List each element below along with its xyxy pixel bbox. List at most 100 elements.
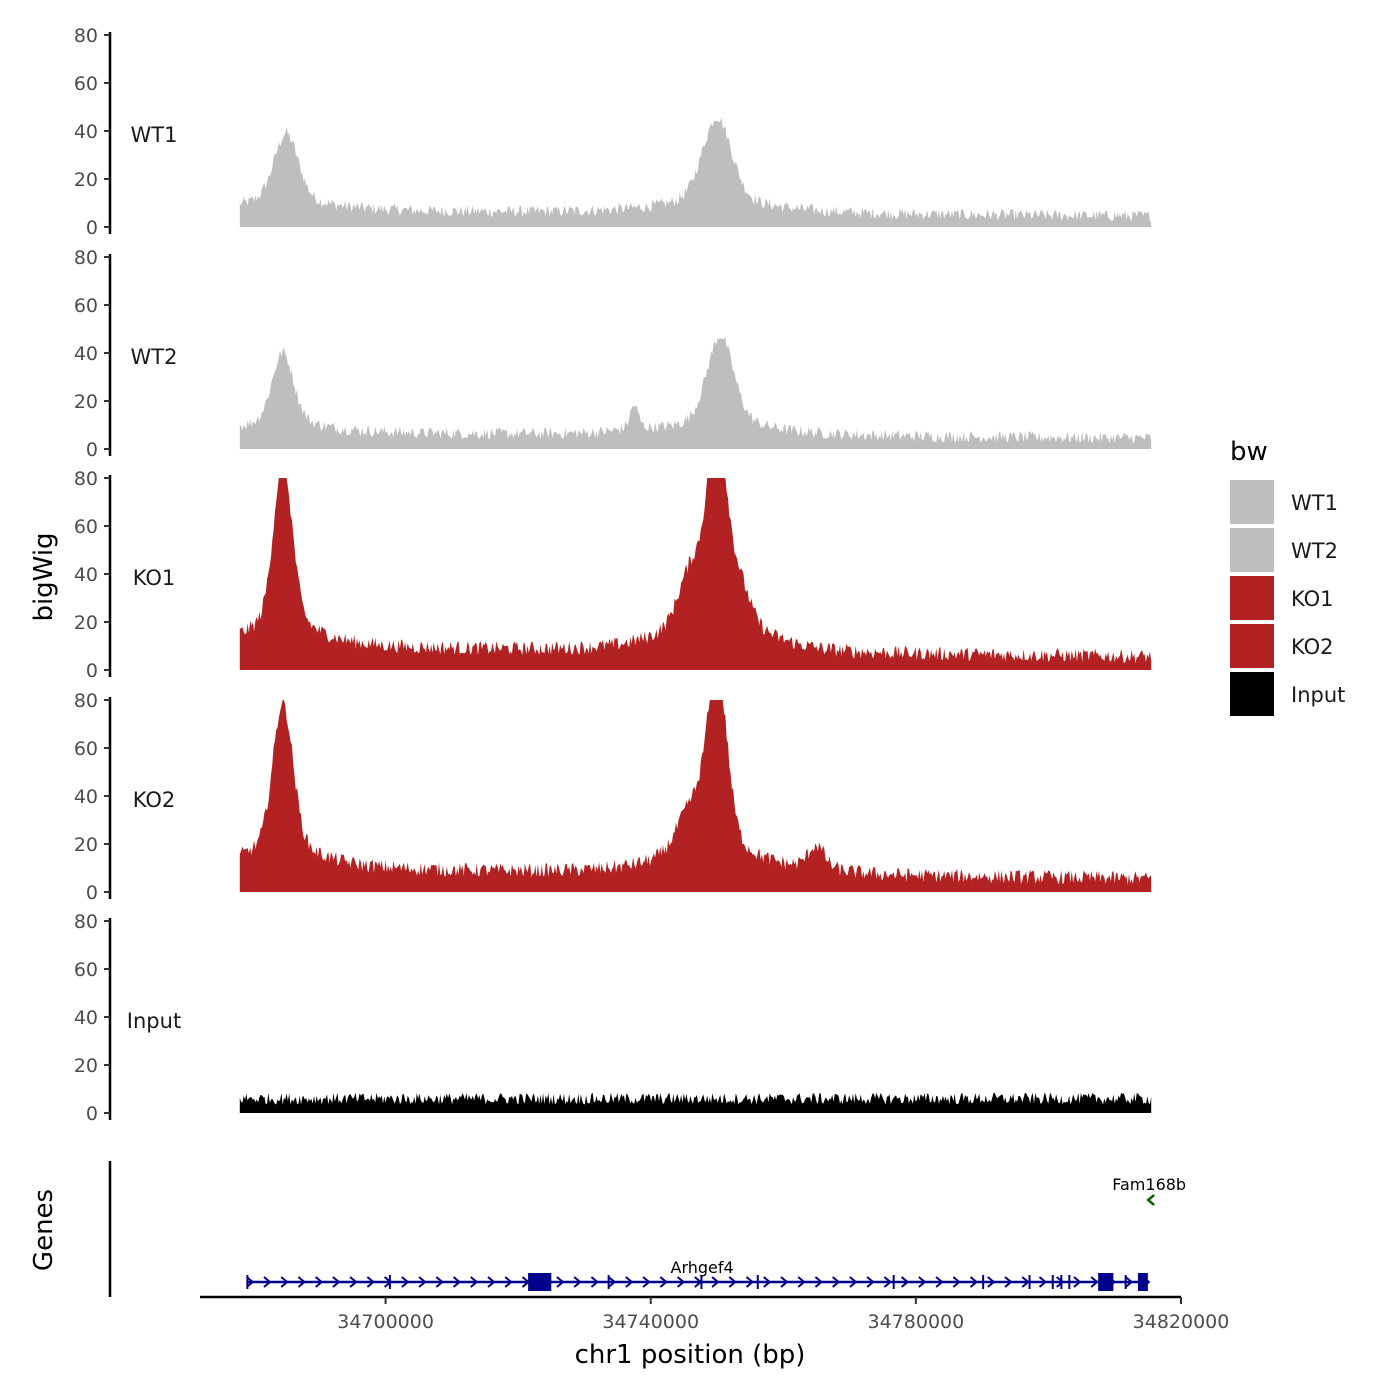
exon [756, 1275, 759, 1289]
y-tick-label: 60 [74, 295, 98, 317]
strand-arrow [349, 1276, 358, 1288]
coverage-area-wt1 [239, 117, 1152, 227]
panel-ko2: 0 20 40 60 80 KO2 [74, 690, 1152, 904]
x-tick-label: 34780000 [868, 1311, 965, 1333]
strand-arrow [1146, 1194, 1155, 1206]
legend-label: WT1 [1291, 491, 1338, 515]
exon [982, 1275, 985, 1289]
strand-arrow [1124, 1276, 1134, 1288]
exon [388, 1275, 391, 1289]
strand-arrow [487, 1276, 496, 1288]
strand-arrow [1021, 1276, 1030, 1288]
strand-arrow [1073, 1276, 1082, 1288]
strand-arrow [659, 1276, 668, 1288]
y-tick-label: 20 [74, 169, 98, 191]
bigwig-panels: 0 20 40 60 80 WT1 0 20 40 60 80 WT2 0 20 40 60 80 KO1 0 20 4… [74, 25, 1152, 1125]
panel-label-wt1: WT1 [131, 123, 178, 147]
strand-arrow [952, 1276, 961, 1288]
y-tick-label: 40 [74, 786, 98, 808]
x-axis-title: chr1 position (bp) [575, 1340, 806, 1370]
panel-label-ko2: KO2 [133, 788, 176, 812]
strand-arrow [366, 1276, 375, 1288]
strand-arrow [763, 1276, 772, 1288]
legend-label: Input [1291, 683, 1345, 707]
legend-item-wt1: WT1 [1230, 480, 1338, 524]
strand-arrow [728, 1276, 737, 1288]
y-tick-label: 60 [74, 516, 98, 538]
panel-label-input: Input [127, 1009, 181, 1033]
strand-arrow [849, 1276, 858, 1288]
coverage-area-ko1 [239, 478, 1152, 670]
y-tick-label: 20 [74, 391, 98, 413]
strand-arrow [866, 1276, 875, 1288]
legend-swatch [1230, 672, 1274, 716]
exon [1051, 1275, 1054, 1289]
gene-label-arhgef4: Arhgef4 [671, 1258, 734, 1277]
x-tick-label: 34700000 [337, 1311, 434, 1333]
exon [1124, 1275, 1127, 1289]
gene-arhgef4: Arhgef4 [246, 1258, 1151, 1291]
strand-arrow [625, 1276, 634, 1288]
exon [1060, 1275, 1063, 1289]
strand-arrow [263, 1276, 272, 1288]
panel-input: 0 20 40 60 80 Input [74, 911, 1152, 1125]
y-tick-label: 60 [74, 73, 98, 95]
strand-arrow [814, 1276, 823, 1288]
strand-arrow [315, 1276, 324, 1288]
strand-arrow [1038, 1276, 1048, 1288]
strand-arrow [332, 1276, 341, 1288]
y-tick-label: 40 [74, 564, 98, 586]
panel-wt1: 0 20 40 60 80 WT1 [74, 25, 1152, 239]
y-tick-label: 0 [86, 217, 98, 239]
strand-arrow [987, 1276, 996, 1288]
legend-swatch [1230, 576, 1274, 620]
strand-arrow [297, 1276, 306, 1288]
coverage-area-wt2 [239, 337, 1152, 449]
legend-swatch [1230, 624, 1274, 668]
strand-arrow [676, 1276, 686, 1288]
strand-arrow [1056, 1276, 1065, 1288]
strand-arrow [246, 1276, 255, 1288]
strand-arrow [401, 1276, 410, 1288]
genes-track-title: Genes [29, 1189, 59, 1271]
y-tick-label: 40 [74, 343, 98, 365]
coverage-area-input [239, 1092, 1152, 1113]
exon [528, 1273, 552, 1291]
legend-label: KO2 [1291, 635, 1334, 659]
legend-title: bw [1230, 437, 1268, 467]
strand-arrow [1090, 1276, 1099, 1288]
strand-arrow [504, 1276, 513, 1288]
y-tick-label: 0 [86, 660, 98, 682]
y-tick-label: 40 [74, 1007, 98, 1029]
strand-arrow [590, 1276, 599, 1288]
exon [700, 1275, 703, 1289]
y-tick-label: 60 [74, 959, 98, 981]
strand-arrow [556, 1276, 565, 1288]
y-tick-label: 80 [74, 690, 98, 712]
gene-fam168b: Fam168b [1112, 1175, 1186, 1206]
panel-ko1: 0 20 40 60 80 KO1 [74, 468, 1152, 682]
exon [1098, 1273, 1114, 1291]
y-tick-label: 80 [74, 468, 98, 490]
y-axis-title: bigWig [29, 532, 59, 621]
exon [246, 1275, 249, 1289]
y-tick-label: 0 [86, 439, 98, 461]
strand-arrow [607, 1276, 617, 1288]
strand-arrow [435, 1276, 444, 1288]
strand-arrow [642, 1276, 651, 1288]
legend: bw WT1 WT2 KO1 KO2 Input [1230, 437, 1345, 716]
strand-arrow [1004, 1276, 1013, 1288]
x-tick-label: 34820000 [1133, 1311, 1230, 1333]
y-tick-label: 80 [74, 25, 98, 47]
panel-label-wt2: WT2 [131, 345, 178, 369]
legend-item-input: Input [1230, 672, 1345, 716]
x-tick-label: 34740000 [602, 1311, 699, 1333]
strand-arrow [418, 1276, 427, 1288]
exon [1028, 1275, 1031, 1289]
legend-swatch [1230, 480, 1274, 524]
panel-wt2: 0 20 40 60 80 WT2 [74, 247, 1152, 461]
strand-arrow [935, 1276, 944, 1288]
strand-arrow [470, 1276, 479, 1288]
y-tick-label: 20 [74, 834, 98, 856]
exon [1137, 1273, 1148, 1291]
